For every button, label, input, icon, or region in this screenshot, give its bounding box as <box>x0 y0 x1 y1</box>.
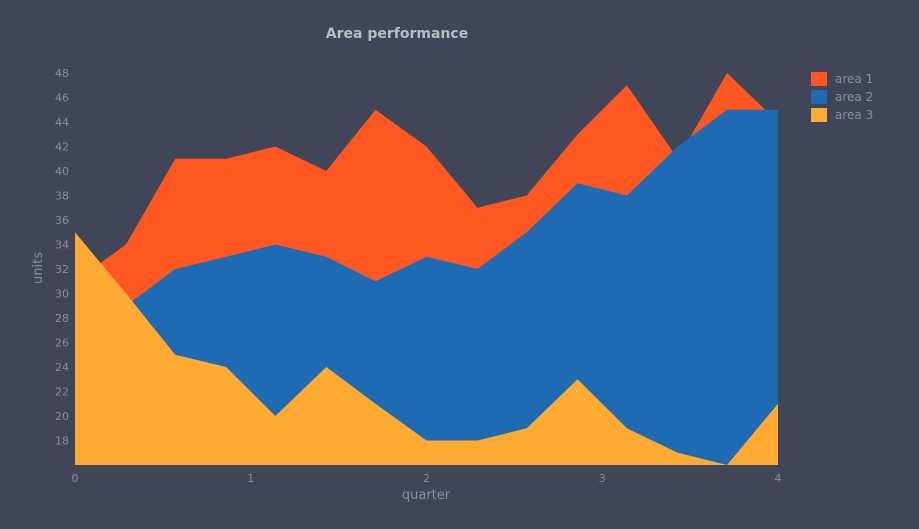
y-tick-label: 46 <box>55 92 69 105</box>
legend-label: area 3 <box>835 108 873 122</box>
y-tick-label: 48 <box>55 67 69 80</box>
y-tick-label: 26 <box>55 337 69 350</box>
y-tick-label: 28 <box>55 312 69 325</box>
y-tick-label: 36 <box>55 214 69 227</box>
legend-swatch <box>811 90 827 104</box>
x-tick-label: 1 <box>247 472 254 485</box>
legend: area 1 area 2 area 3 <box>811 72 873 122</box>
x-tick-label: 3 <box>599 472 606 485</box>
chart-title: Area performance <box>326 26 468 42</box>
area-series-2 <box>75 109 778 466</box>
y-tick-label: 44 <box>55 116 69 129</box>
y-tick-label: 20 <box>55 410 69 423</box>
legend-label: area 2 <box>835 90 873 104</box>
y-tick-label: 30 <box>55 288 69 301</box>
y-axis-ticks: 18 20 22 24 26 28 30 32 34 36 38 40 42 44 46 48 <box>55 67 69 448</box>
x-tick-label: 0 <box>72 472 79 485</box>
x-tick-label: 4 <box>775 472 782 485</box>
x-axis-label: quarter <box>402 488 451 503</box>
area-series-3 <box>75 232 778 465</box>
y-tick-label: 32 <box>55 263 69 276</box>
y-tick-label: 22 <box>55 386 69 399</box>
series-areas <box>75 73 778 466</box>
legend-swatch <box>811 72 827 86</box>
y-tick-label: 18 <box>55 435 69 448</box>
y-tick-label: 42 <box>55 141 69 154</box>
y-tick-label: 38 <box>55 190 69 203</box>
x-tick-label: 2 <box>423 472 430 485</box>
y-tick-label: 24 <box>55 361 69 374</box>
y-tick-label: 40 <box>55 165 69 178</box>
legend-label: area 1 <box>835 72 873 86</box>
y-axis-label: units <box>31 252 46 284</box>
legend-swatch <box>811 108 827 122</box>
x-axis-ticks: 0 1 2 3 4 <box>72 472 782 485</box>
y-tick-label: 34 <box>55 239 69 252</box>
